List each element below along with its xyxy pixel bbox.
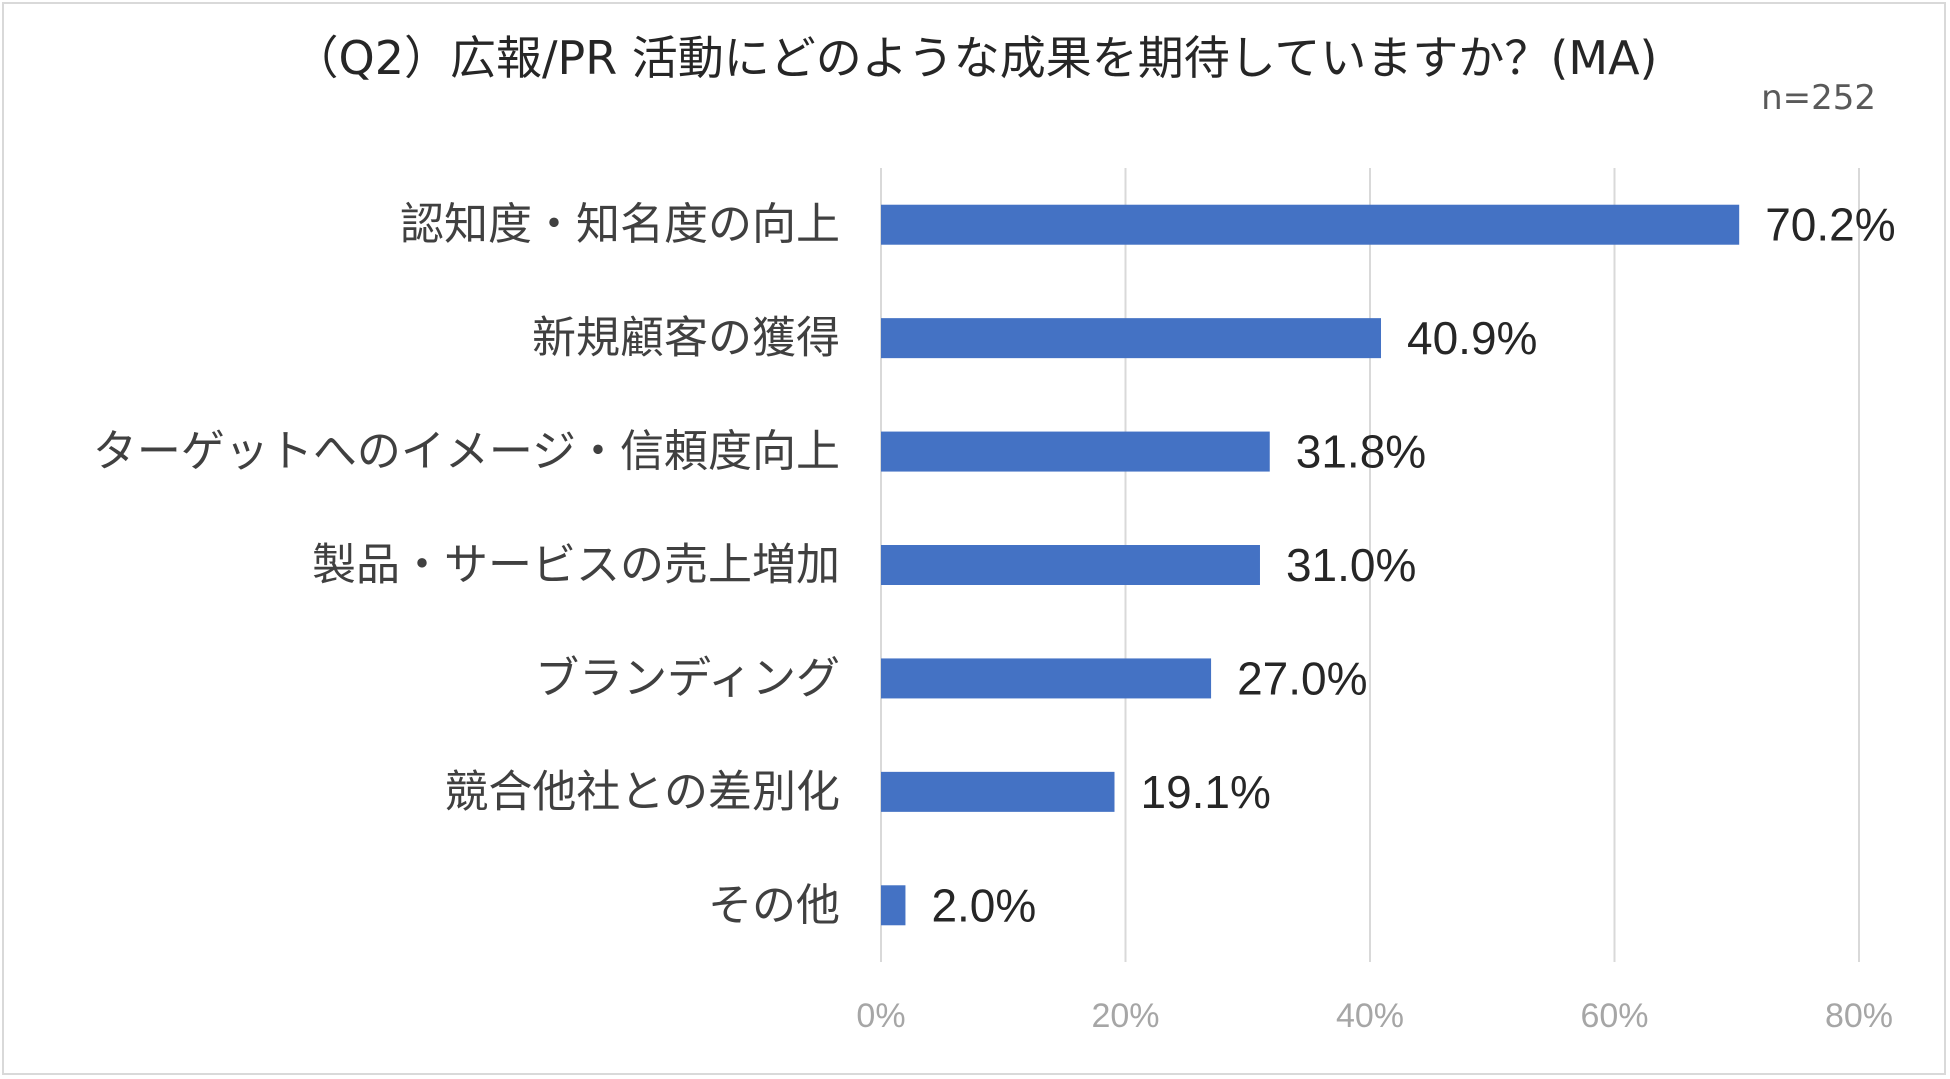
bar bbox=[881, 431, 1270, 472]
category-labels: 認知度・知名度の向上新規顧客の獲得ターゲットへのイメージ・信頼度向上製品・サービ… bbox=[93, 199, 840, 931]
category-label: 新規顧客の獲得 bbox=[532, 313, 840, 364]
data-label: 40.9% bbox=[1407, 312, 1537, 364]
category-label: 認知度・知名度の向上 bbox=[400, 199, 840, 250]
category-label: ターゲットへのイメージ・信頼度向上 bbox=[93, 426, 840, 477]
bar bbox=[881, 771, 1115, 812]
data-label: 27.0% bbox=[1237, 652, 1367, 704]
x-tick-label: 0% bbox=[856, 997, 905, 1035]
category-label: ブランディング bbox=[535, 653, 840, 704]
data-label: 19.1% bbox=[1140, 766, 1270, 818]
category-label: その他 bbox=[708, 880, 840, 931]
data-label: 31.8% bbox=[1296, 426, 1426, 478]
bar bbox=[881, 204, 1740, 245]
data-label: 2.0% bbox=[931, 879, 1036, 931]
bar bbox=[881, 545, 1260, 585]
bar bbox=[881, 318, 1382, 359]
category-label: 製品・サービスの売上増加 bbox=[312, 540, 840, 591]
bar bbox=[881, 658, 1212, 699]
category-label: 競合他社との差別化 bbox=[444, 766, 840, 817]
x-tick-label: 80% bbox=[1825, 997, 1893, 1035]
chart-title: （Q2）広報/PR 活動にどのような成果を期待していますか？(MA) bbox=[292, 31, 1658, 85]
data-labels: 70.2% 40.9% 31.8% 31.0% 27.0% 19.1% 2.0% bbox=[931, 199, 1895, 932]
bars bbox=[881, 204, 1740, 926]
x-axis-ticks: 0% 20% 40% 60% 80% bbox=[856, 997, 1893, 1035]
bar bbox=[881, 885, 906, 926]
sample-size-note: n=252 bbox=[1761, 78, 1876, 118]
data-label: 70.2% bbox=[1765, 199, 1895, 251]
x-tick-label: 40% bbox=[1336, 997, 1404, 1035]
data-label: 31.0% bbox=[1286, 539, 1416, 591]
x-tick-label: 20% bbox=[1091, 997, 1159, 1035]
x-tick-label: 60% bbox=[1580, 997, 1648, 1035]
